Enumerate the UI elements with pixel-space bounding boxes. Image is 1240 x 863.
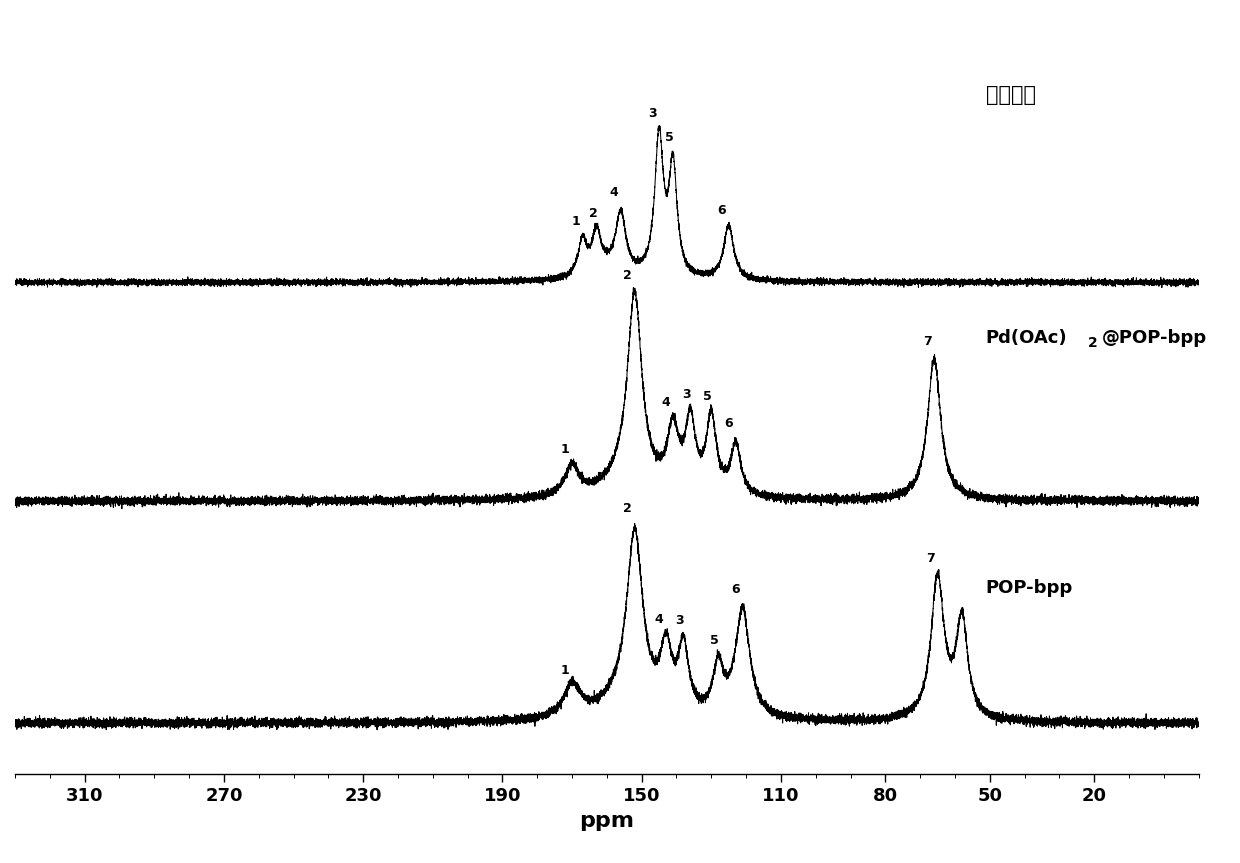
Text: 6: 6 (724, 417, 733, 431)
Text: 2: 2 (624, 501, 632, 514)
Text: 3: 3 (682, 388, 691, 401)
Text: 4: 4 (655, 613, 663, 626)
Text: 6: 6 (718, 205, 727, 217)
Text: 1: 1 (572, 215, 580, 228)
Text: 模型分子: 模型分子 (986, 85, 1035, 104)
Text: Pd(OAc): Pd(OAc) (986, 329, 1068, 347)
Text: 6: 6 (732, 583, 740, 596)
Text: 5: 5 (665, 131, 673, 144)
Text: 2: 2 (589, 207, 598, 220)
Text: 5: 5 (711, 634, 719, 647)
Text: 4: 4 (662, 396, 671, 409)
Text: @POP-bpp: @POP-bpp (1101, 329, 1207, 347)
Text: 2: 2 (624, 268, 632, 281)
Text: 7: 7 (923, 335, 931, 348)
Text: 1: 1 (560, 665, 569, 677)
Text: 1: 1 (560, 443, 569, 456)
Text: 7: 7 (926, 551, 935, 564)
Text: 3: 3 (676, 614, 684, 627)
Text: 5: 5 (703, 390, 712, 403)
X-axis label: ppm: ppm (579, 810, 635, 831)
Text: 3: 3 (647, 107, 656, 120)
Text: 2: 2 (1087, 336, 1097, 350)
Text: 4: 4 (609, 186, 619, 199)
Text: POP-bpp: POP-bpp (986, 579, 1073, 597)
